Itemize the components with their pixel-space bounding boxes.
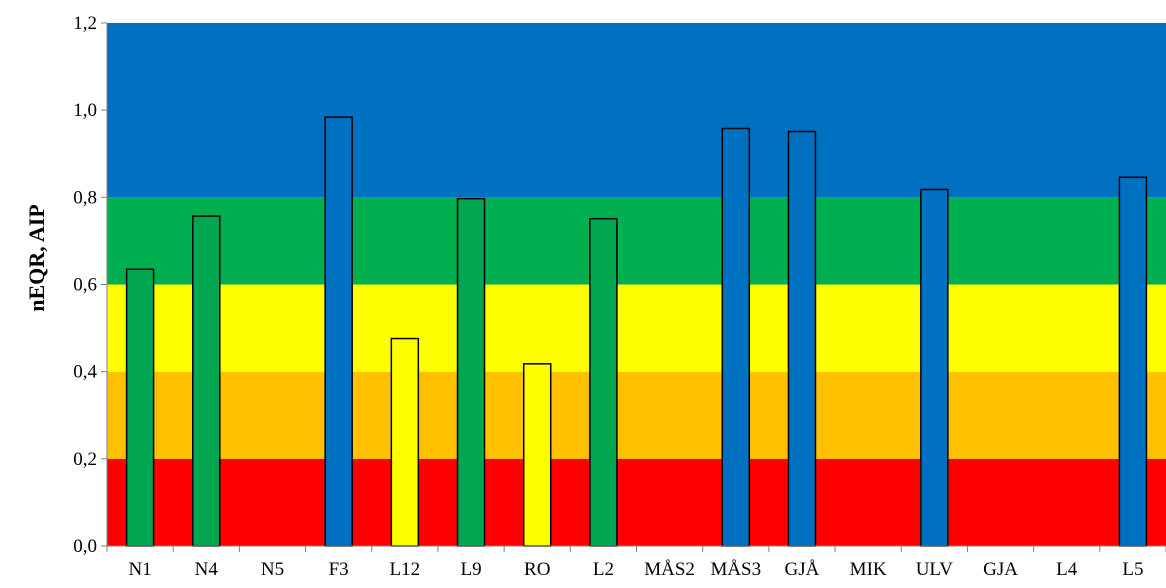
class-band-3 bbox=[107, 197, 1166, 285]
x-tick-label-6: RO bbox=[524, 559, 550, 580]
x-tick-label-12: ULV bbox=[916, 559, 954, 580]
bar-12 bbox=[920, 188, 949, 547]
y-axis-label: nEQR, AIP bbox=[24, 204, 49, 312]
x-tick-labels: N1 N4 N5 F3 L12 L9 RO L2 MÅS2 MÅS3 GJÅ MIK ULV GJA L4 L… bbox=[128, 559, 1143, 580]
y-tick-label-1: 0,2 bbox=[73, 449, 97, 470]
y-tick-label-5: 1,0 bbox=[73, 100, 97, 121]
class-band-1 bbox=[107, 371, 1166, 459]
bar-1 bbox=[192, 215, 221, 547]
bar-6 bbox=[522, 363, 552, 547]
x-tick-label-3: F3 bbox=[329, 559, 349, 580]
axes bbox=[101, 22, 1166, 552]
x-tick-label-10: GJÅ bbox=[785, 559, 820, 580]
x-tick-label-8: MÅS2 bbox=[644, 559, 695, 580]
y-tick-label-2: 0,4 bbox=[73, 362, 97, 383]
x-tick-label-14: L4 bbox=[1056, 559, 1078, 580]
y-tick-label-3: 0,6 bbox=[73, 275, 97, 296]
bar-9 bbox=[721, 127, 751, 547]
y-tick-label-0: 0,0 bbox=[73, 536, 97, 557]
x-tick-label-5: L9 bbox=[460, 559, 481, 580]
y-tick-labels: 0,0 0,2 0,4 0,6 0,8 1,0 1,2 bbox=[73, 13, 97, 557]
x-tick-label-15: L5 bbox=[1122, 559, 1143, 580]
bar-15 bbox=[1118, 176, 1148, 547]
x-tick-label-0: N1 bbox=[128, 559, 151, 580]
bar-4 bbox=[390, 337, 420, 547]
x-tick-label-11: MIK bbox=[850, 559, 887, 580]
x-tick-label-7: L2 bbox=[593, 559, 614, 580]
x-tick-label-9: MÅS3 bbox=[710, 559, 761, 580]
bar-0 bbox=[125, 268, 155, 547]
bar-7 bbox=[589, 217, 618, 547]
class-bands bbox=[107, 23, 1166, 546]
y-tick-label-4: 0,8 bbox=[73, 187, 97, 208]
x-tick-label-4: L12 bbox=[390, 559, 421, 580]
x-tick-label-2: N5 bbox=[261, 559, 284, 580]
bar-5 bbox=[456, 197, 486, 547]
class-band-4 bbox=[107, 23, 1166, 198]
class-band-0 bbox=[107, 458, 1166, 546]
bars bbox=[125, 116, 1148, 547]
x-tick-label-1: N4 bbox=[195, 559, 219, 580]
class-band-2 bbox=[107, 284, 1166, 372]
x-tick-label-13: GJA bbox=[983, 559, 1018, 580]
bar-10 bbox=[787, 130, 817, 547]
bar-3 bbox=[324, 116, 353, 547]
y-tick-label-6: 1,2 bbox=[73, 13, 97, 34]
